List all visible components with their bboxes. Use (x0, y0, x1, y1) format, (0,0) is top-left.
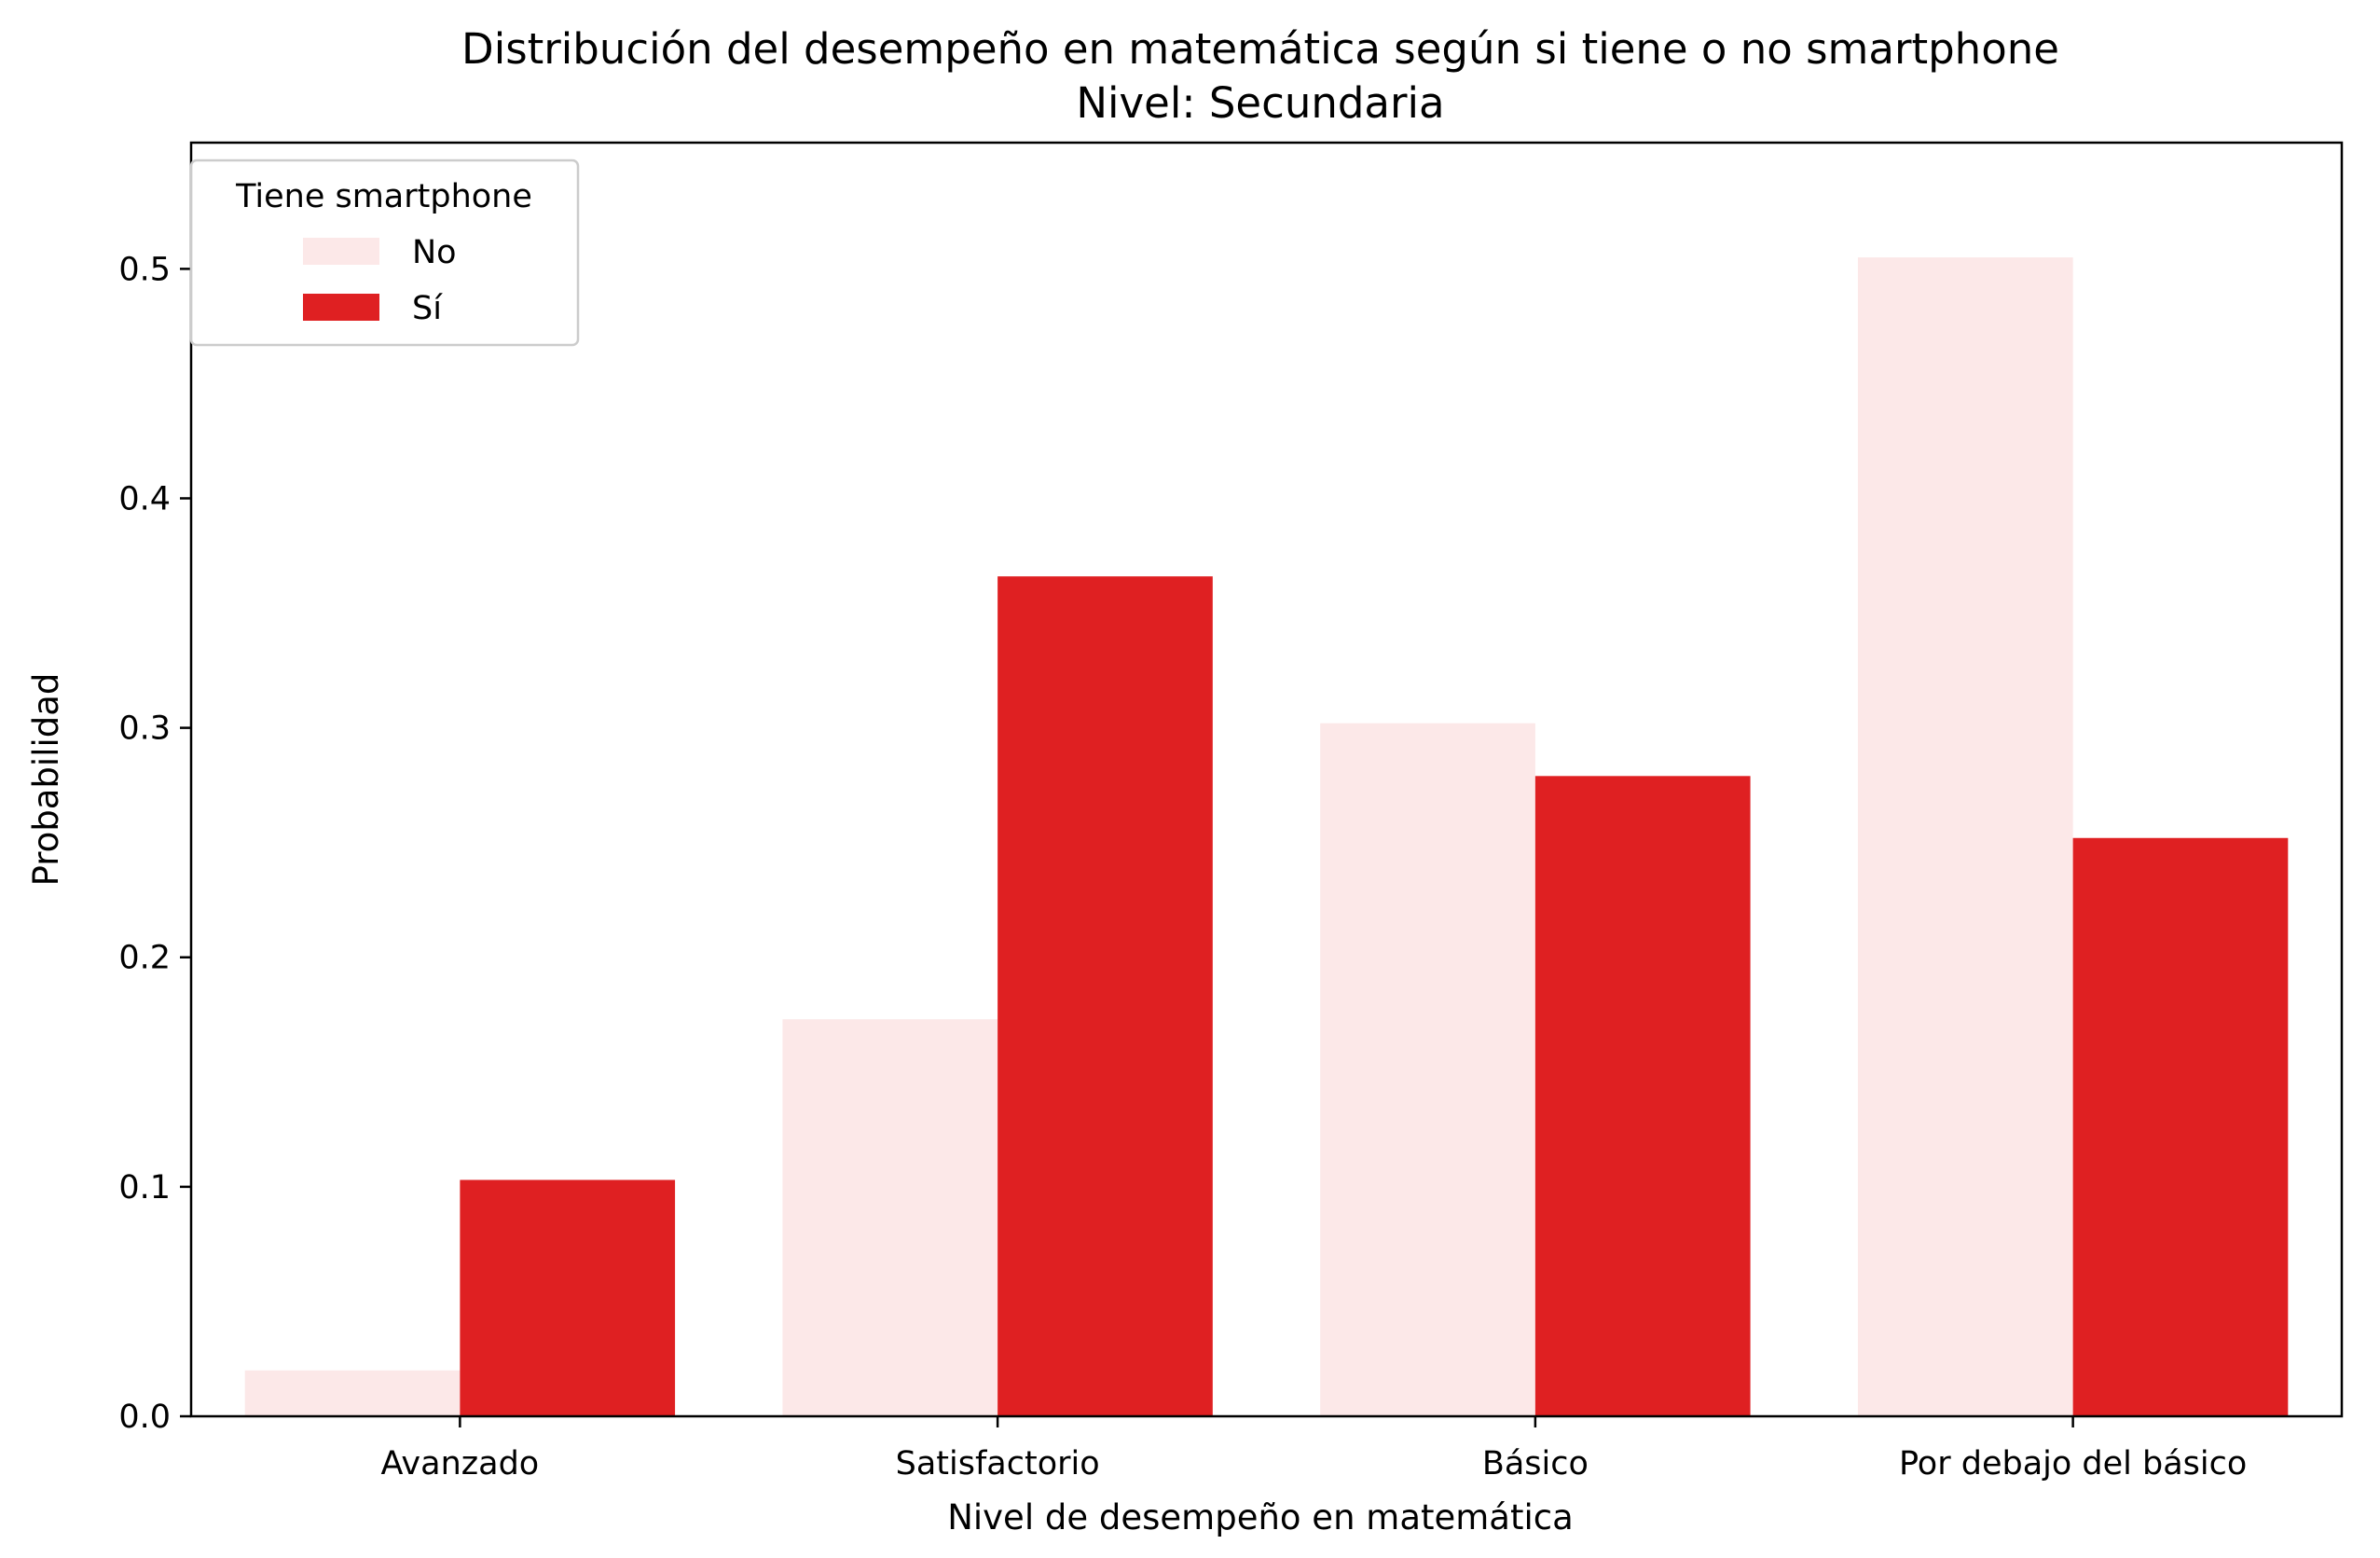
y-tick-label-4: 0.4 (118, 480, 171, 517)
legend-label-si: Sí (412, 290, 443, 327)
x-tick-label-3: Por debajo del básico (1899, 1445, 2247, 1482)
bar-no-1 (782, 1019, 998, 1416)
bar-no-0 (244, 1370, 461, 1416)
legend-swatch-no (303, 238, 379, 265)
bar-s--0 (460, 1179, 676, 1416)
y-tick-label-0: 0.0 (118, 1399, 171, 1436)
x-tick-label-0: Avanzado (381, 1445, 540, 1482)
x-tick-label-1: Satisfactorio (896, 1445, 1100, 1482)
legend-label-no: No (412, 234, 457, 271)
y-tick-label-5: 0.5 (118, 251, 171, 288)
legend-frame (189, 159, 580, 347)
y-tick-label-2: 0.2 (118, 940, 171, 977)
x-axis: Avanzado Satisfactorio Básico Por debajo de… (381, 1416, 2247, 1482)
bar-s--3 (2072, 837, 2289, 1416)
plot-frame (189, 141, 2344, 1418)
y-tick-label-3: 0.3 (118, 710, 171, 748)
bar-no-2 (1320, 723, 1535, 1416)
bar-s--2 (1534, 776, 1751, 1416)
bar-no-3 (1857, 257, 2073, 1417)
x-tick-label-2: Básico (1482, 1445, 1589, 1482)
legend-swatch-si (303, 294, 379, 321)
legend-title: Tiene smartphone (235, 178, 532, 215)
y-axis: 0.0 0.1 0.2 0.3 0.4 0.5 (118, 251, 191, 1436)
x-axis-label: Nivel de desempeño en matemática (947, 1497, 1574, 1537)
legend: Tiene smartphone No Sí (189, 159, 580, 347)
chart-subtitle: Nivel: Secundaria (1076, 78, 1444, 128)
chart-title: Distribución del desempeño en matemática… (461, 24, 2059, 74)
y-tick-label-1: 0.1 (118, 1169, 171, 1206)
bar-s--1 (997, 576, 1213, 1416)
y-axis-label: Probabilidad (26, 673, 66, 887)
bars-layer (244, 257, 2289, 1417)
